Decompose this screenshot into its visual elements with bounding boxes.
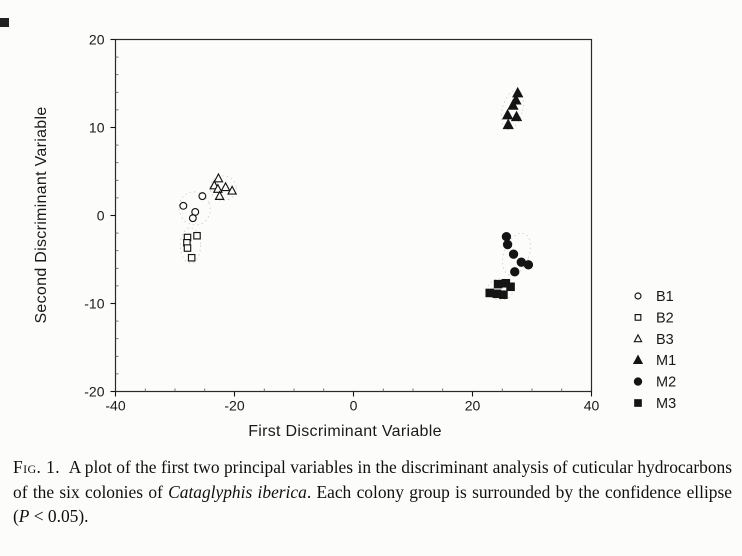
marker-M2 bbox=[510, 267, 520, 277]
legend-label-B2: B2 bbox=[656, 310, 674, 326]
y-tick-label: 10 bbox=[89, 120, 105, 136]
marker-M1 bbox=[510, 110, 523, 122]
legend-item-B1: B1 bbox=[634, 289, 674, 305]
legend-item-B2: B2 bbox=[634, 310, 674, 326]
legend-label-M3: M3 bbox=[656, 396, 676, 412]
marker-M3 bbox=[499, 290, 508, 299]
legend-marker-M1 bbox=[632, 354, 644, 365]
marker-M1 bbox=[507, 99, 519, 110]
y-tick-label: -20 bbox=[84, 384, 104, 400]
legend-item-M2: M2 bbox=[633, 375, 676, 391]
marker-M3 bbox=[493, 279, 503, 289]
x-tick-label: 40 bbox=[584, 398, 600, 414]
caption-segment: Cataglyphis iberica bbox=[168, 481, 307, 502]
legend-label-M1: M1 bbox=[656, 353, 676, 369]
series-B1 bbox=[179, 192, 207, 223]
marker-B2 bbox=[187, 253, 196, 262]
legend-item-M1: M1 bbox=[632, 353, 676, 369]
legend-label-M2: M2 bbox=[656, 375, 676, 391]
y-tick-label: 20 bbox=[89, 32, 105, 48]
legend-marker-B1 bbox=[634, 292, 642, 300]
caption-segment: . Each colony group is surrounded by the… bbox=[13, 481, 732, 527]
figure-caption: Fig. 1. A plot of the first two principa… bbox=[13, 455, 732, 529]
marker-B3 bbox=[227, 185, 238, 195]
marker-B1 bbox=[198, 192, 207, 201]
marker-B2 bbox=[183, 244, 192, 252]
legend-marker-B2 bbox=[634, 314, 642, 321]
caption-segment: < 0.05). bbox=[29, 506, 89, 526]
series-M2 bbox=[501, 231, 534, 277]
marker-M3 bbox=[506, 282, 515, 292]
marker-B3 bbox=[220, 181, 231, 192]
legend-marker-B3 bbox=[633, 333, 643, 343]
x-tick-label: -20 bbox=[224, 398, 244, 414]
caption-segment: A plot of the first two principal variab… bbox=[13, 457, 732, 502]
legend-item-M3: M3 bbox=[634, 396, 676, 412]
x-tick-label: -40 bbox=[105, 398, 125, 414]
series-B2 bbox=[183, 231, 201, 262]
confidence-ellipse-M1 bbox=[500, 89, 524, 131]
legend-marker-M3 bbox=[634, 399, 642, 407]
marker-B2 bbox=[193, 231, 201, 240]
legend: B1 B2 B3 M1 M2 M3 bbox=[632, 289, 676, 412]
marker-B1 bbox=[179, 201, 188, 210]
series-M1 bbox=[501, 86, 524, 130]
x-axis: -40 -20 0 20 40 bbox=[105, 388, 600, 414]
marker-B3 bbox=[212, 183, 223, 193]
marker-B1 bbox=[188, 214, 197, 223]
marker-B3 bbox=[214, 190, 225, 200]
y-axis: 20 10 0 -10 -20 bbox=[84, 32, 119, 400]
confidence-ellipse-B1 bbox=[178, 191, 211, 226]
y-tick-label: -10 bbox=[84, 296, 104, 312]
confidence-ellipse-B2 bbox=[179, 227, 202, 264]
marker-M2 bbox=[501, 231, 512, 242]
marker-M1 bbox=[512, 86, 524, 98]
marker-M2 bbox=[523, 260, 534, 270]
marker-M1 bbox=[502, 118, 514, 130]
x-axis-title: First Discriminant Variable bbox=[248, 423, 442, 440]
scan-artifact bbox=[0, 18, 9, 27]
y-tick-label: 0 bbox=[97, 208, 105, 224]
series-B3 bbox=[209, 172, 238, 200]
legend-label-B1: B1 bbox=[656, 289, 674, 305]
x-tick-label: 20 bbox=[465, 398, 481, 414]
x-tick-label: 0 bbox=[350, 398, 358, 414]
caption-segment: Fig. 1. bbox=[13, 457, 60, 477]
discriminant-scatter-plot: -40 -20 0 20 40 20 10 0 -10 -20 B1 B2 B3 M1 M2 M3 Secon… bbox=[33, 32, 676, 441]
legend-label-B3: B3 bbox=[656, 332, 674, 348]
marker-M2 bbox=[502, 239, 513, 250]
marker-M2 bbox=[508, 249, 519, 259]
legend-marker-M2 bbox=[633, 377, 643, 386]
confidence-ellipse-B3 bbox=[209, 175, 237, 201]
series-M3 bbox=[485, 278, 515, 299]
marker-M3 bbox=[485, 288, 495, 298]
legend-item-B3: B3 bbox=[633, 332, 674, 348]
marker-B3 bbox=[213, 172, 224, 183]
caption-segment: P bbox=[18, 506, 30, 526]
marker-M1 bbox=[501, 108, 514, 120]
y-axis-title: Second Discriminant Variable bbox=[33, 106, 50, 324]
